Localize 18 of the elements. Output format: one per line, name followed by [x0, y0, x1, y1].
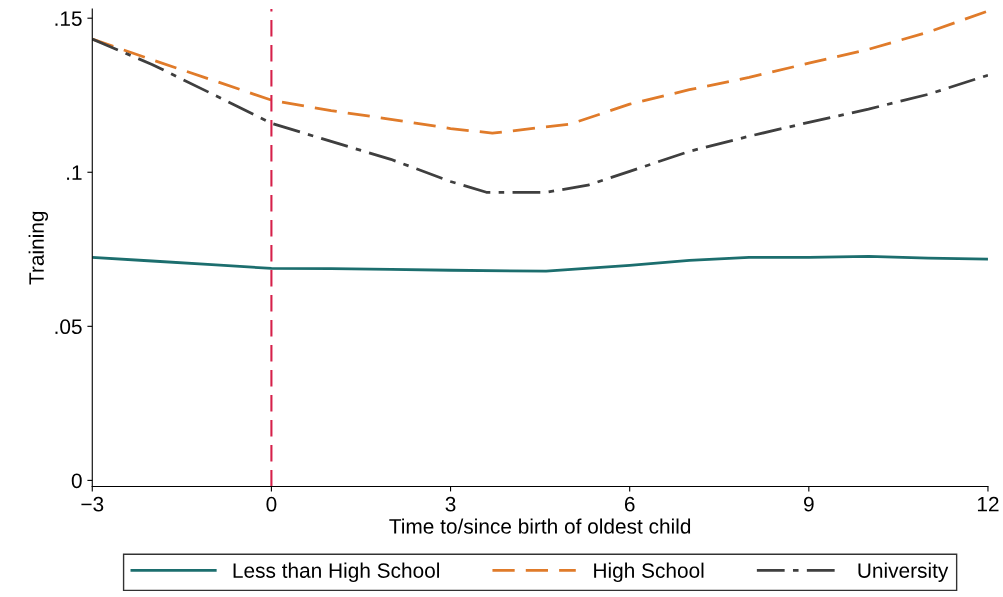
line-series	[92, 9, 988, 135]
x-tick-label: 6	[624, 496, 635, 512]
y-tick-label: .1	[67, 165, 82, 180]
legend-label: Less than High School	[233, 562, 439, 583]
y-tick-label: 0	[71, 473, 82, 489]
x-tick-label: −3	[81, 496, 104, 512]
line-series	[92, 37, 988, 194]
line-series	[92, 254, 988, 273]
legend-label: High School	[594, 562, 704, 583]
y-tick-label: .05	[55, 319, 82, 335]
x-tick-label: 9	[804, 496, 814, 512]
x-tick-label: 3	[445, 496, 456, 512]
x-tick-label: 0	[266, 496, 277, 512]
legend-label: University	[858, 562, 949, 583]
x-axis-title: Time to/since birth of oldest child	[389, 518, 691, 534]
y-tick-label: .15	[55, 11, 82, 26]
y-axis-title: Training	[28, 211, 49, 285]
x-tick-label: 12	[977, 496, 999, 512]
